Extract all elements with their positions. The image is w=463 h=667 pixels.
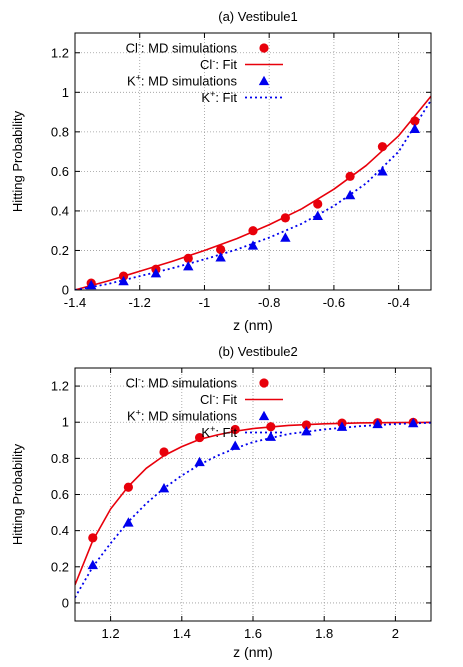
legend-label: K+: Fit bbox=[201, 89, 237, 105]
k-md-point bbox=[247, 240, 259, 250]
y-tick-label: 0.8 bbox=[51, 124, 69, 139]
plot-area bbox=[75, 417, 431, 598]
x-tick-label: 1.8 bbox=[315, 626, 333, 641]
cl-md-point bbox=[266, 422, 276, 432]
cl-md-point bbox=[248, 226, 258, 236]
y-tick-label: 0 bbox=[62, 595, 69, 610]
y-tick-label: 1 bbox=[62, 415, 69, 430]
k-md-point bbox=[372, 418, 383, 429]
y-tick-label: 0.8 bbox=[51, 451, 69, 466]
x-axis-label: z (nm) bbox=[233, 644, 273, 660]
grid bbox=[75, 368, 431, 621]
legend-label: K+: MD simulations bbox=[127, 73, 238, 89]
y-axis-label: Hitting Probability bbox=[10, 110, 25, 212]
legend-label: Cl-: MD simulations bbox=[126, 375, 238, 391]
cl-md-point bbox=[301, 420, 311, 430]
y-tick-label: 0.2 bbox=[51, 559, 69, 574]
grid bbox=[74, 33, 431, 291]
x-tick-label: 1.4 bbox=[173, 626, 191, 641]
cl-md-point bbox=[159, 447, 169, 457]
chart-panel-2: (b) Vestibule2 1.2 1.4 1.6 1.8 2 0 0.2 0.4 0.6 0.8… bbox=[10, 344, 432, 660]
k-md-point bbox=[336, 421, 348, 431]
cl-md-point bbox=[183, 253, 193, 263]
k-md-point bbox=[85, 279, 97, 290]
x-tick-label: -1.4 bbox=[64, 295, 86, 310]
cl-md-point bbox=[216, 244, 226, 255]
y-tick-label: 0.4 bbox=[51, 203, 69, 218]
cl-md-point bbox=[313, 199, 323, 209]
x-tick-label: 1.6 bbox=[244, 626, 262, 641]
k-md-point bbox=[280, 232, 291, 242]
x-tick-label: 1.2 bbox=[102, 626, 120, 641]
y-tick-label: 1.2 bbox=[51, 45, 69, 60]
k-md-point bbox=[150, 267, 162, 278]
y-tick-label: 1.2 bbox=[51, 379, 69, 394]
x-tick-label: -0.6 bbox=[323, 295, 345, 310]
x-tick-label: -0.8 bbox=[258, 295, 280, 310]
x-tick-label: -1.2 bbox=[129, 295, 151, 310]
cl-md-point bbox=[410, 116, 420, 126]
y-tick-label: 0.2 bbox=[51, 243, 69, 258]
k-md-point bbox=[344, 189, 356, 200]
k-md-point bbox=[408, 417, 419, 428]
cl-md-point bbox=[195, 432, 205, 443]
y-tick-label: 0 bbox=[62, 283, 69, 298]
cl-md-point bbox=[377, 142, 388, 152]
cl-md-point bbox=[345, 171, 355, 181]
k-md-point bbox=[409, 123, 421, 134]
x-axis-label: z (nm) bbox=[233, 317, 273, 333]
legend-marker bbox=[258, 75, 270, 86]
plot-frame bbox=[74, 367, 432, 622]
legend-label: K+: Fit bbox=[201, 424, 237, 440]
series-line-k-fit bbox=[75, 99, 431, 290]
plot-frame bbox=[74, 32, 432, 291]
k-md-point bbox=[265, 431, 276, 441]
chart-title: (a) Vestibule1 bbox=[218, 9, 298, 24]
legend-marker bbox=[259, 378, 269, 388]
k-md-point bbox=[215, 252, 226, 262]
legend-label: Cl-: MD simulations bbox=[126, 40, 238, 56]
y-tick-label: 0.6 bbox=[51, 164, 69, 179]
legend-label: Cl-: Fit bbox=[200, 56, 237, 72]
k-md-point bbox=[230, 440, 241, 450]
k-md-point bbox=[158, 482, 170, 493]
cl-md-point bbox=[230, 424, 240, 435]
series-line-cl-fit bbox=[75, 95, 431, 290]
k-md-point bbox=[87, 559, 98, 570]
k-md-point bbox=[118, 275, 129, 286]
legend-marker bbox=[259, 43, 269, 53]
chart-title: (b) Vestibule2 bbox=[218, 344, 298, 359]
y-axis-label: Hitting Probability bbox=[10, 443, 25, 545]
k-md-point bbox=[312, 210, 323, 221]
legend-label: Cl-: Fit bbox=[200, 391, 237, 407]
legend-marker bbox=[258, 410, 270, 421]
cl-md-point bbox=[280, 213, 290, 223]
legend-label: K+: MD simulations bbox=[127, 408, 238, 424]
y-tick-label: 0.6 bbox=[51, 487, 69, 502]
series-line-k-fit bbox=[75, 421, 431, 598]
k-md-point bbox=[377, 166, 388, 176]
k-md-point bbox=[194, 456, 205, 467]
cl-md-point bbox=[123, 482, 133, 492]
x-tick-label: -1 bbox=[199, 295, 211, 310]
x-tick-label: -0.4 bbox=[387, 295, 409, 310]
y-tick-label: 1 bbox=[62, 85, 69, 100]
k-md-point bbox=[123, 517, 134, 527]
k-md-point bbox=[183, 261, 194, 271]
cl-md-point bbox=[88, 533, 98, 543]
plot-area bbox=[75, 95, 431, 290]
y-tick-label: 0.4 bbox=[51, 523, 69, 538]
x-tick-label: 2 bbox=[392, 626, 399, 641]
k-md-point bbox=[301, 426, 312, 436]
chart-panel-1: (a) Vestibule1 -1.4 -1.2 -1 -0.8 -0.6 -0.4 0 0.2… bbox=[10, 9, 432, 333]
